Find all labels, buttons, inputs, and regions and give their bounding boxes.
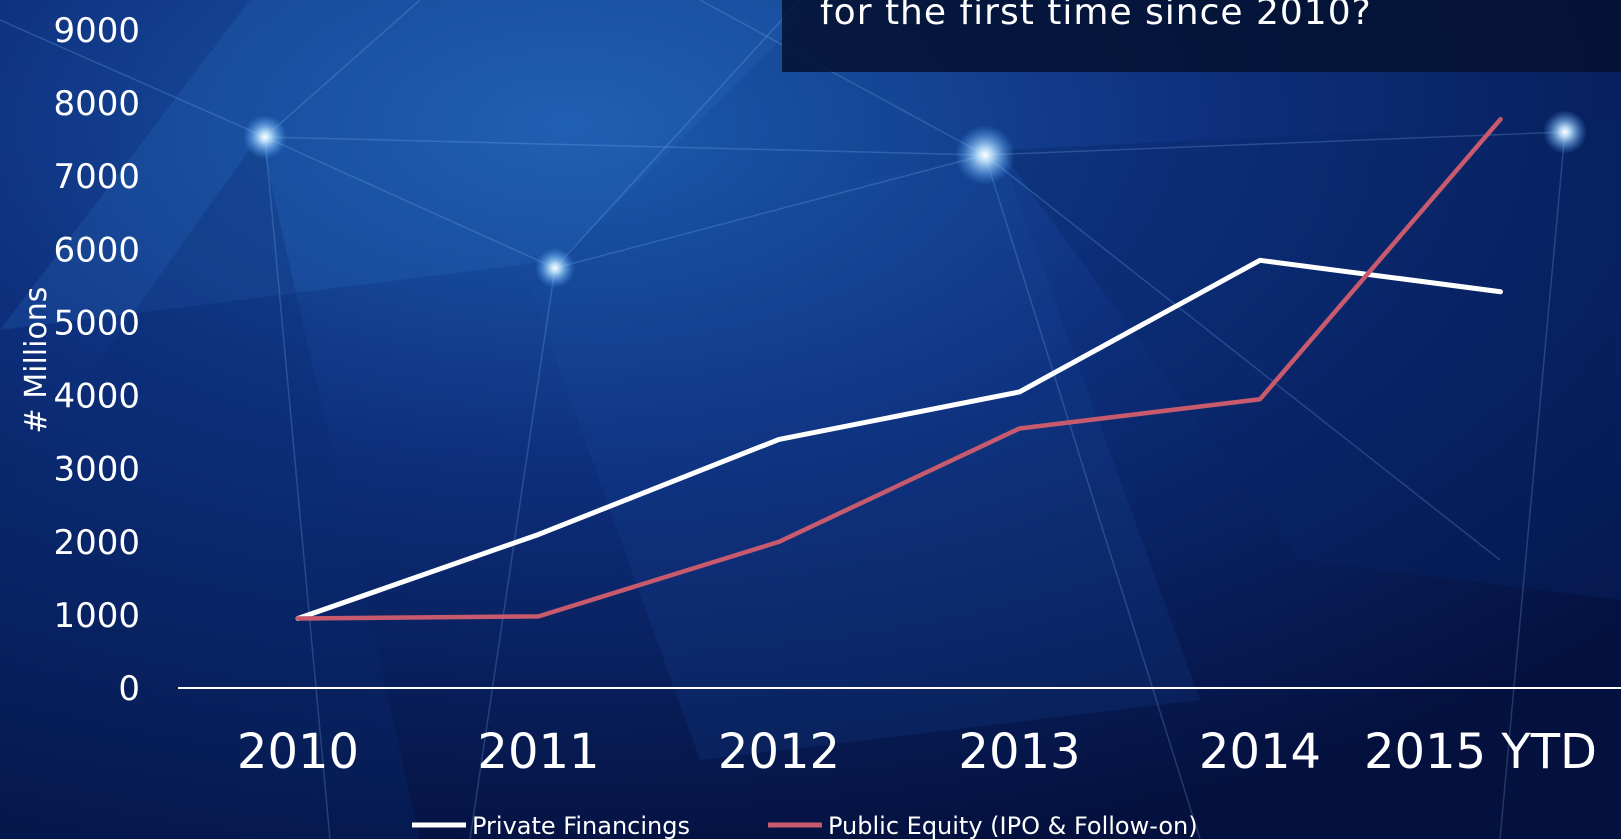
y-tick-label: 3000	[53, 450, 140, 490]
series-line-public-equity	[295, 116, 1503, 621]
y-tick-label: 2000	[53, 523, 140, 563]
y-tick-label: 1000	[53, 596, 140, 636]
x-tick-label: 2011	[477, 724, 599, 780]
y-tick-label: 9000	[53, 11, 140, 51]
x-tick-label: 2014	[1199, 724, 1321, 780]
x-tick-label: 2015 YTD	[1364, 724, 1597, 780]
y-tick-label: 5000	[53, 303, 140, 343]
y-tick-label: 8000	[53, 84, 140, 124]
question-banner: for the first time since 2010?	[782, 0, 1621, 72]
banner-text: for the first time since 2010?	[820, 0, 1372, 33]
legend-label: Private Financings	[472, 812, 690, 839]
series-line-private-financings	[295, 257, 1503, 622]
legend: Private Financings Public Equity (IPO & F…	[412, 812, 1198, 839]
y-tick-label: 6000	[53, 230, 140, 270]
x-tick-label: 2010	[237, 724, 359, 780]
y-axis-label: # Millions	[19, 287, 54, 434]
y-axis-ticks: 0 1000 2000 3000 4000 5000 6000 7000 8000 9000	[53, 11, 140, 709]
series-lines	[295, 116, 1503, 622]
x-axis-ticks: 2010 2011 2012 2013 2014 2015 YTD	[237, 724, 1597, 780]
y-tick-label: 0	[118, 669, 140, 709]
legend-label: Public Equity (IPO & Follow-on)	[828, 812, 1198, 839]
x-tick-label: 2012	[718, 724, 840, 780]
y-tick-label: 7000	[53, 157, 140, 197]
x-tick-label: 2013	[958, 724, 1080, 780]
y-tick-label: 4000	[53, 377, 140, 417]
